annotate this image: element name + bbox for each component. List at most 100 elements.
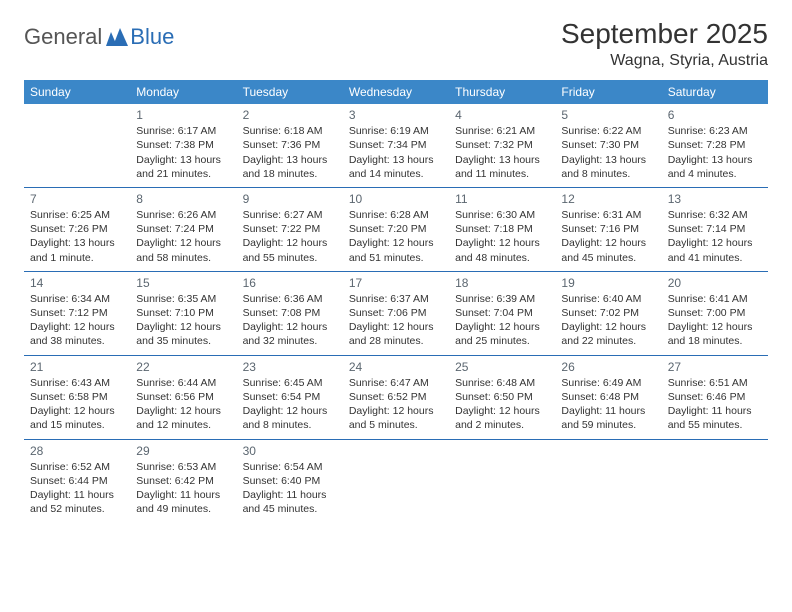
daylight-text: Daylight: 13 hours and 18 minutes.	[243, 153, 337, 181]
sunrise-text: Sunrise: 6:19 AM	[349, 124, 443, 138]
calendar-day-cell: 1Sunrise: 6:17 AMSunset: 7:38 PMDaylight…	[130, 104, 236, 187]
sunrise-text: Sunrise: 6:47 AM	[349, 376, 443, 390]
day-number: 24	[349, 359, 443, 375]
sunset-text: Sunset: 7:36 PM	[243, 138, 337, 152]
sunrise-text: Sunrise: 6:18 AM	[243, 124, 337, 138]
sunset-text: Sunset: 7:04 PM	[455, 306, 549, 320]
location-text: Wagna, Styria, Austria	[561, 52, 768, 70]
day-number: 20	[668, 275, 762, 291]
calendar-day-cell: 17Sunrise: 6:37 AMSunset: 7:06 PMDayligh…	[343, 271, 449, 355]
calendar-day-cell: 6Sunrise: 6:23 AMSunset: 7:28 PMDaylight…	[662, 104, 768, 187]
calendar-day-cell: 27Sunrise: 6:51 AMSunset: 6:46 PMDayligh…	[662, 355, 768, 439]
sunset-text: Sunset: 7:20 PM	[349, 222, 443, 236]
sunset-text: Sunset: 6:44 PM	[30, 474, 124, 488]
day-number: 22	[136, 359, 230, 375]
weekday-header: Saturday	[662, 80, 768, 104]
sunset-text: Sunset: 6:40 PM	[243, 474, 337, 488]
daylight-text: Daylight: 12 hours and 8 minutes.	[243, 404, 337, 432]
calendar-day-cell	[343, 439, 449, 522]
daylight-text: Daylight: 12 hours and 32 minutes.	[243, 320, 337, 348]
sunset-text: Sunset: 6:56 PM	[136, 390, 230, 404]
sunrise-text: Sunrise: 6:17 AM	[136, 124, 230, 138]
sunset-text: Sunset: 6:42 PM	[136, 474, 230, 488]
daylight-text: Daylight: 12 hours and 38 minutes.	[30, 320, 124, 348]
sunrise-text: Sunrise: 6:35 AM	[136, 292, 230, 306]
sunrise-text: Sunrise: 6:25 AM	[30, 208, 124, 222]
page-header: General Blue September 2025 Wagna, Styri…	[24, 18, 768, 70]
calendar-day-cell: 21Sunrise: 6:43 AMSunset: 6:58 PMDayligh…	[24, 355, 130, 439]
sunrise-text: Sunrise: 6:40 AM	[561, 292, 655, 306]
sunset-text: Sunset: 7:34 PM	[349, 138, 443, 152]
title-block: September 2025 Wagna, Styria, Austria	[561, 18, 768, 70]
sunset-text: Sunset: 6:46 PM	[668, 390, 762, 404]
calendar-body: 1Sunrise: 6:17 AMSunset: 7:38 PMDaylight…	[24, 104, 768, 522]
calendar-day-cell: 19Sunrise: 6:40 AMSunset: 7:02 PMDayligh…	[555, 271, 661, 355]
daylight-text: Daylight: 12 hours and 35 minutes.	[136, 320, 230, 348]
calendar-day-cell	[662, 439, 768, 522]
calendar-day-cell: 18Sunrise: 6:39 AMSunset: 7:04 PMDayligh…	[449, 271, 555, 355]
daylight-text: Daylight: 12 hours and 51 minutes.	[349, 236, 443, 264]
day-number: 9	[243, 191, 337, 207]
day-number: 2	[243, 107, 337, 123]
day-number: 25	[455, 359, 549, 375]
sunset-text: Sunset: 7:16 PM	[561, 222, 655, 236]
sunset-text: Sunset: 7:26 PM	[30, 222, 124, 236]
sunset-text: Sunset: 6:52 PM	[349, 390, 443, 404]
day-number: 11	[455, 191, 549, 207]
daylight-text: Daylight: 13 hours and 4 minutes.	[668, 153, 762, 181]
sunrise-text: Sunrise: 6:37 AM	[349, 292, 443, 306]
sunset-text: Sunset: 7:12 PM	[30, 306, 124, 320]
logo: General Blue	[24, 24, 174, 50]
day-number: 3	[349, 107, 443, 123]
logo-text-general: General	[24, 24, 102, 50]
sunrise-text: Sunrise: 6:45 AM	[243, 376, 337, 390]
daylight-text: Daylight: 13 hours and 1 minute.	[30, 236, 124, 264]
day-number: 29	[136, 443, 230, 459]
calendar-table: SundayMondayTuesdayWednesdayThursdayFrid…	[24, 80, 768, 522]
calendar-day-cell: 2Sunrise: 6:18 AMSunset: 7:36 PMDaylight…	[237, 104, 343, 187]
sunrise-text: Sunrise: 6:28 AM	[349, 208, 443, 222]
day-number: 6	[668, 107, 762, 123]
day-number: 17	[349, 275, 443, 291]
sunrise-text: Sunrise: 6:52 AM	[30, 460, 124, 474]
weekday-header: Thursday	[449, 80, 555, 104]
sunset-text: Sunset: 7:14 PM	[668, 222, 762, 236]
calendar-day-cell: 24Sunrise: 6:47 AMSunset: 6:52 PMDayligh…	[343, 355, 449, 439]
daylight-text: Daylight: 11 hours and 55 minutes.	[668, 404, 762, 432]
day-number: 15	[136, 275, 230, 291]
day-number: 4	[455, 107, 549, 123]
daylight-text: Daylight: 12 hours and 58 minutes.	[136, 236, 230, 264]
daylight-text: Daylight: 12 hours and 18 minutes.	[668, 320, 762, 348]
calendar-week-row: 28Sunrise: 6:52 AMSunset: 6:44 PMDayligh…	[24, 439, 768, 522]
calendar-day-cell: 25Sunrise: 6:48 AMSunset: 6:50 PMDayligh…	[449, 355, 555, 439]
sunset-text: Sunset: 6:54 PM	[243, 390, 337, 404]
day-number: 23	[243, 359, 337, 375]
daylight-text: Daylight: 12 hours and 15 minutes.	[30, 404, 124, 432]
sunset-text: Sunset: 7:32 PM	[455, 138, 549, 152]
calendar-day-cell: 3Sunrise: 6:19 AMSunset: 7:34 PMDaylight…	[343, 104, 449, 187]
sunset-text: Sunset: 7:24 PM	[136, 222, 230, 236]
calendar-day-cell	[449, 439, 555, 522]
sunrise-text: Sunrise: 6:41 AM	[668, 292, 762, 306]
sunrise-text: Sunrise: 6:27 AM	[243, 208, 337, 222]
sunset-text: Sunset: 6:50 PM	[455, 390, 549, 404]
calendar-day-cell: 10Sunrise: 6:28 AMSunset: 7:20 PMDayligh…	[343, 187, 449, 271]
sunset-text: Sunset: 6:58 PM	[30, 390, 124, 404]
calendar-week-row: 7Sunrise: 6:25 AMSunset: 7:26 PMDaylight…	[24, 187, 768, 271]
daylight-text: Daylight: 11 hours and 52 minutes.	[30, 488, 124, 516]
logo-mark-icon	[106, 28, 128, 46]
sunset-text: Sunset: 7:22 PM	[243, 222, 337, 236]
daylight-text: Daylight: 13 hours and 8 minutes.	[561, 153, 655, 181]
daylight-text: Daylight: 12 hours and 41 minutes.	[668, 236, 762, 264]
calendar-day-cell: 5Sunrise: 6:22 AMSunset: 7:30 PMDaylight…	[555, 104, 661, 187]
sunrise-text: Sunrise: 6:23 AM	[668, 124, 762, 138]
calendar-day-cell: 11Sunrise: 6:30 AMSunset: 7:18 PMDayligh…	[449, 187, 555, 271]
daylight-text: Daylight: 11 hours and 49 minutes.	[136, 488, 230, 516]
sunrise-text: Sunrise: 6:39 AM	[455, 292, 549, 306]
sunset-text: Sunset: 7:06 PM	[349, 306, 443, 320]
sunrise-text: Sunrise: 6:54 AM	[243, 460, 337, 474]
weekday-header: Sunday	[24, 80, 130, 104]
day-number: 5	[561, 107, 655, 123]
sunrise-text: Sunrise: 6:34 AM	[30, 292, 124, 306]
calendar-day-cell: 12Sunrise: 6:31 AMSunset: 7:16 PMDayligh…	[555, 187, 661, 271]
